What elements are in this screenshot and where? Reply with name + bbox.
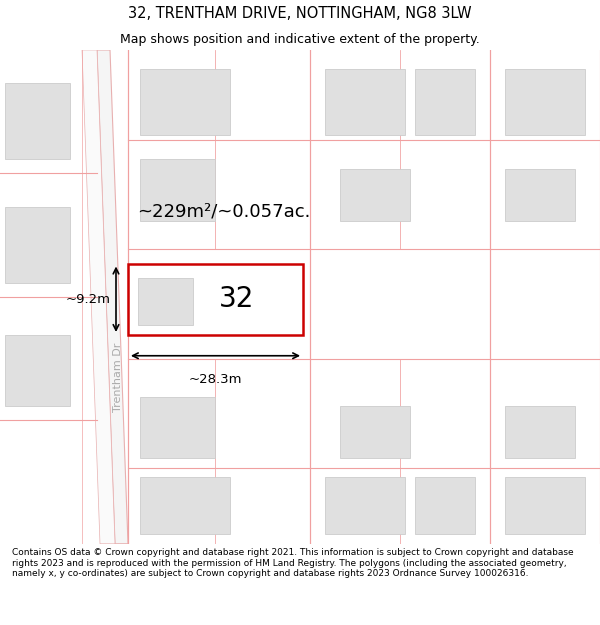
Bar — [505, 169, 575, 221]
Bar — [138, 278, 193, 326]
Bar — [5, 207, 70, 282]
Bar — [325, 69, 405, 136]
Polygon shape — [97, 50, 128, 544]
Bar — [138, 278, 193, 326]
Bar — [340, 169, 410, 221]
Bar — [128, 264, 303, 335]
Bar — [140, 478, 230, 534]
Bar — [505, 406, 575, 458]
Bar — [140, 159, 215, 221]
Bar — [325, 478, 405, 534]
Polygon shape — [82, 50, 115, 544]
Bar — [415, 478, 475, 534]
Bar — [140, 69, 230, 136]
Text: ~28.3m: ~28.3m — [189, 373, 242, 386]
Bar — [505, 478, 585, 534]
Bar — [5, 83, 70, 159]
Text: 32: 32 — [219, 285, 254, 313]
Bar — [340, 406, 410, 458]
Text: 32, TRENTHAM DRIVE, NOTTINGHAM, NG8 3LW: 32, TRENTHAM DRIVE, NOTTINGHAM, NG8 3LW — [128, 6, 472, 21]
Text: Trentham Dr: Trentham Dr — [113, 343, 123, 412]
Bar — [415, 69, 475, 136]
Text: Contains OS data © Crown copyright and database right 2021. This information is : Contains OS data © Crown copyright and d… — [12, 548, 574, 578]
Bar — [505, 69, 585, 136]
Text: ~229m²/~0.057ac.: ~229m²/~0.057ac. — [137, 202, 311, 221]
Text: Map shows position and indicative extent of the property.: Map shows position and indicative extent… — [120, 32, 480, 46]
Bar — [140, 397, 215, 458]
Bar — [5, 335, 70, 406]
Text: ~9.2m: ~9.2m — [66, 292, 111, 306]
